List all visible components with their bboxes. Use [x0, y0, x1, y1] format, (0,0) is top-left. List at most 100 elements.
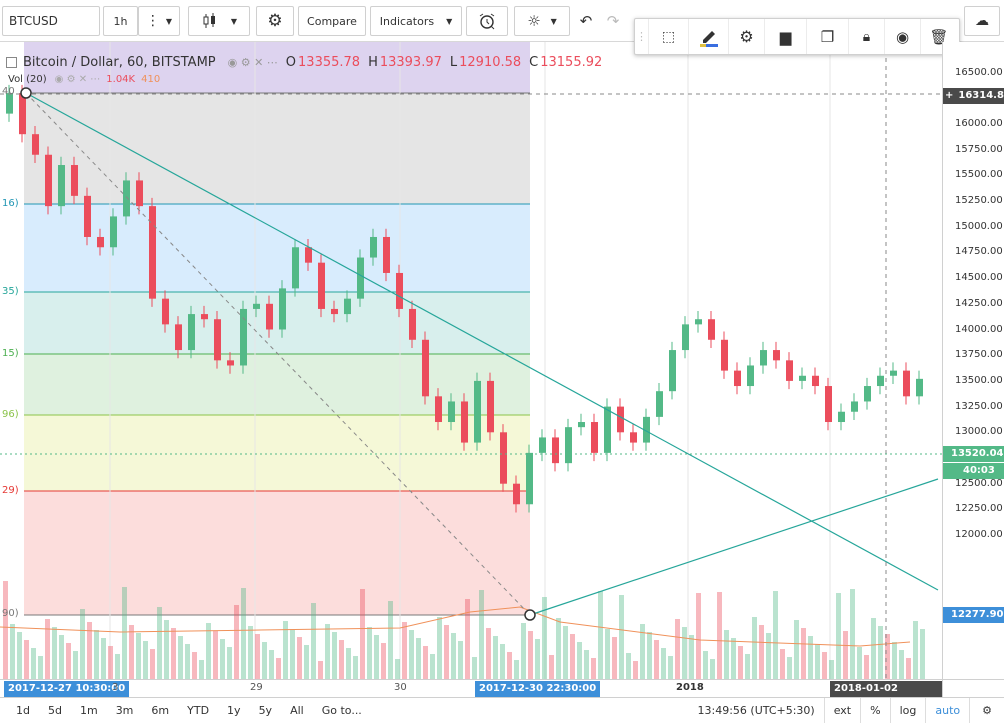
volume-bar: [143, 641, 148, 679]
trash-icon: 🗑︎: [929, 27, 949, 46]
candle-body: [6, 93, 13, 114]
chevron-down-icon: ▼: [550, 16, 557, 26]
percent-toggle[interactable]: %: [860, 697, 889, 723]
redo-icon: ↷: [606, 12, 620, 30]
volume-bar: [808, 636, 813, 679]
clock[interactable]: 13:49:56 (UTC+5:30): [697, 703, 815, 717]
trend-line-drawings[interactable]: [0, 42, 942, 679]
volume-bar: [710, 659, 715, 679]
legend-title: Bitcoin / Dollar, 60, BITSTAMP: [23, 54, 216, 70]
eye-icon[interactable]: ◉ ⚙ ✕ ⋯: [227, 55, 278, 69]
volume-bar: [360, 589, 365, 679]
volume-bar: [906, 658, 911, 679]
volume-bar: [136, 633, 141, 679]
candle-body: [84, 195, 91, 237]
drawing-settings-button[interactable]: ⚙: [729, 19, 765, 54]
extended-hours-toggle[interactable]: ext: [823, 697, 860, 723]
volume-bar: [241, 588, 246, 679]
range-5d[interactable]: 5d: [47, 703, 62, 717]
candle-body: [123, 180, 130, 217]
clone-button[interactable]: ❐: [807, 19, 849, 54]
symbol-search[interactable]: BTCUSD: [2, 6, 100, 36]
fib-level-label: 35): [2, 286, 19, 297]
volume-bar: [38, 656, 43, 679]
volume-bar: [500, 644, 505, 679]
chart-pane[interactable]: Bitcoin / Dollar, 60, BITSTAMP ◉ ⚙ ✕ ⋯ O…: [0, 42, 942, 697]
replay-button[interactable]: ☼ ▼: [514, 6, 570, 36]
settings-button[interactable]: ⚙: [256, 6, 294, 36]
line-color-button[interactable]: [689, 19, 729, 54]
price-axis[interactable]: 16500.0016250.0016000.0015750.0015500.00…: [942, 42, 1004, 697]
lock-button[interactable]: 🔒︎: [849, 19, 885, 54]
cloud-upload-button[interactable]: ☁: [964, 6, 1000, 36]
volume-bar: [780, 649, 785, 679]
interval-menu-button[interactable]: ⋮ ▼: [138, 6, 180, 36]
redo-button[interactable]: ↷: [600, 6, 626, 36]
legend-collapse-box[interactable]: [6, 56, 17, 68]
candle-body: [461, 401, 468, 443]
range-5y[interactable]: 5y: [258, 703, 273, 717]
time-tag-anchor: 2017-12-30 22:30:00: [475, 681, 601, 697]
range-1y[interactable]: 1y: [227, 703, 241, 717]
volume-bar: [738, 646, 743, 679]
undo-button[interactable]: ↶: [572, 6, 600, 36]
crosshair-time-tag: 2018-01-02 09:30:00: [830, 681, 942, 710]
cloud-upload-icon: ☁: [975, 13, 989, 29]
volume-bar: [605, 629, 610, 679]
volume-tools-icon[interactable]: ◉ ⚙ ✕ ⋯: [54, 74, 101, 85]
candle-body: [201, 314, 208, 320]
volume-legend: Vol (20) ◉ ⚙ ✕ ⋯ 1.04K 410: [8, 74, 160, 85]
chart-type-button[interactable]: ▼: [188, 6, 250, 36]
range-1m[interactable]: 1m: [79, 703, 98, 717]
volume-bar: [10, 624, 15, 679]
indicators-button[interactable]: Indicators ▼: [370, 6, 462, 36]
volume-bar: [388, 601, 393, 679]
chart-legend: Bitcoin / Dollar, 60, BITSTAMP ◉ ⚙ ✕ ⋯ O…: [4, 50, 602, 74]
range-3m[interactable]: 3m: [115, 703, 134, 717]
fib-level-label: 16): [2, 198, 19, 209]
price-tick: 12000.00: [955, 529, 1003, 541]
hide-button[interactable]: ◉: [885, 19, 921, 54]
chart-settings-button[interactable]: ⚙: [969, 697, 1004, 723]
alert-button[interactable]: [466, 6, 508, 36]
volume-bar: [577, 642, 582, 679]
volume-bar: [675, 619, 680, 679]
candle-body: [760, 350, 767, 366]
axis-corner: [942, 679, 1004, 697]
interval-button[interactable]: 1h: [103, 6, 138, 36]
chevron-down-icon: ▼: [446, 16, 453, 26]
range-ytd[interactable]: YTD: [187, 703, 210, 717]
range-6m[interactable]: 6m: [151, 703, 170, 717]
volume-bar: [549, 655, 554, 679]
goto-button[interactable]: Go to...: [321, 703, 362, 717]
volume-bar: [73, 651, 78, 679]
range-1d[interactable]: 1d: [16, 703, 30, 717]
log-toggle[interactable]: log: [889, 697, 926, 723]
volume-bar: [689, 635, 694, 679]
compare-button[interactable]: Compare: [298, 6, 366, 36]
volume-bar: [220, 639, 225, 679]
time-axis[interactable]: 2017-12-27 10:30:00 3 29 30 2017-12-30 2…: [0, 679, 942, 710]
delete-button[interactable]: 🗑︎: [921, 19, 957, 54]
volume-bar: [759, 625, 764, 679]
volume-bar: [640, 624, 645, 679]
plus-icon: +: [945, 90, 954, 101]
price-chart[interactable]: [0, 42, 942, 679]
drag-handle[interactable]: ⋮: [635, 19, 649, 54]
range-all[interactable]: All: [290, 703, 304, 717]
price-tick: 14000.00: [955, 323, 1003, 335]
volume-bar: [626, 653, 631, 679]
visual-order-button[interactable]: ▆: [765, 19, 807, 54]
volume-bar: [213, 631, 218, 679]
volume-bar: [486, 628, 491, 679]
volume-bar: [745, 654, 750, 679]
time-tag-start: 2017-12-27 10:30:00: [4, 681, 130, 697]
auto-scale-toggle[interactable]: auto: [925, 697, 969, 723]
bar-countdown-tag: 40:03: [943, 463, 1004, 479]
template-button[interactable]: ⬚: [649, 19, 689, 54]
fibonacci-retracement-bands[interactable]: [24, 42, 530, 616]
candle-body: [45, 154, 52, 207]
candle-body: [331, 308, 338, 315]
fib-band: [24, 204, 530, 292]
low-price: 12277.90: [951, 609, 1004, 620]
